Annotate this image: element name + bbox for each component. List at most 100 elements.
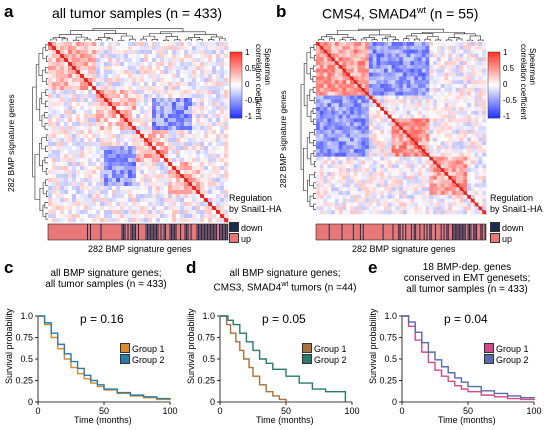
heatmap-cell [440,179,445,184]
heatmap-cell [136,86,141,91]
heatmap-cell [425,179,430,184]
heatmap-cell [410,179,415,184]
heatmap-cell [212,98,217,103]
heatmap-cell [467,156,472,161]
dendrogram-branch [42,204,46,217]
colorbar-step [488,60,500,64]
heatmap-cell [80,82,85,87]
heatmap-cell [357,118,362,123]
heatmap-cell [418,95,423,100]
heatmap-cell [208,142,213,147]
heatmap-cell [200,86,205,91]
heatmap-cell [421,106,426,112]
heatmap-cell [216,74,221,79]
heatmap-cell [361,99,366,104]
heatmap-cell [208,98,213,103]
heatmap-cell [124,78,129,83]
heatmap-cell [72,122,77,127]
heatmap-cell [455,145,460,150]
heatmap-cell [342,175,347,180]
colorbar-step [488,113,500,117]
regulation-bar-down [447,224,449,240]
colorbar-step [230,65,242,68]
heatmap-cell [410,206,415,211]
heatmap-cell [436,156,441,161]
heatmap-cell [220,182,225,187]
colorbar-a-tick-m05: -0.5 [245,96,259,105]
heatmap-cell [196,154,201,159]
heatmap-cell [316,206,321,211]
heatmap-cell [384,64,389,70]
heatmap-cell [196,198,201,203]
heatmap-cell [474,103,479,108]
heatmap-cell [395,137,400,142]
heatmap-cell [395,168,400,173]
heatmap-cell [92,162,97,167]
heatmap-cell [76,126,81,131]
heatmap-cell [216,162,221,167]
heatmap-cell [353,156,358,161]
heatmap-cell [395,191,400,196]
heatmap-cell [334,76,339,81]
panel-e-legend-group2: Group 2 [484,354,529,365]
heatmap-cell [444,183,449,188]
heatmap-cell [346,198,351,203]
heatmap-cell [448,84,453,89]
heatmap-cell [80,214,85,219]
reg-legend-b-up: up [490,233,512,244]
heatmap-cell [164,102,169,107]
heatmap-cell [463,133,468,138]
heatmap-cell [406,57,411,62]
heatmap-cell [478,53,483,58]
heatmap-cell [116,98,121,103]
heatmap-cell [164,194,169,199]
heatmap-cell [406,183,411,188]
heatmap-cell [180,134,185,139]
heatmap-cell [172,82,177,87]
heatmap-cell [459,191,464,196]
regulation-bar-down [196,224,198,240]
heatmap-cell [80,114,85,119]
regulation-bar-down [359,224,361,240]
heatmap-cell [148,170,153,175]
heatmap-cell [395,183,400,188]
heatmap-cell [319,210,324,215]
heatmap-cell [64,198,69,203]
heatmap-cell [208,150,213,155]
heatmap-cell [357,133,362,138]
heatmap-cell [346,145,351,150]
heatmap-cell [180,70,185,75]
heatmap-cell [429,164,434,169]
heatmap-cell [391,84,396,89]
heatmap-cell [52,186,57,191]
heatmap-cell [96,98,101,103]
heatmap-cell [112,142,117,147]
heatmap-cell [68,106,73,111]
heatmap-cell [346,206,351,211]
heatmap-cell [350,149,355,154]
colorbar-step [230,71,242,75]
heatmap-cell [104,66,109,71]
heatmap-cell [52,102,57,107]
heatmap-cell [478,68,483,73]
heatmap-cell [342,168,347,173]
heatmap-cell [372,129,377,135]
heatmap-cell [353,110,358,115]
heatmap-cell [316,61,321,66]
dendrogram-branch [129,38,136,41]
heatmap-cell [327,133,332,138]
heatmap-cell [342,103,347,108]
heatmap-cell [176,158,181,163]
heatmap-cell [208,198,213,203]
km-series-2 [220,315,347,402]
dendrogram-branch [120,35,133,41]
heatmap-cell [372,179,377,184]
heatmap-cell [112,102,117,107]
heatmap-cell [338,137,343,142]
heatmap-cell [421,145,426,150]
heatmap-cell [376,175,381,180]
heatmap-cell [132,82,137,87]
heatmap-cell [56,210,61,215]
heatmap-cell [172,98,177,103]
